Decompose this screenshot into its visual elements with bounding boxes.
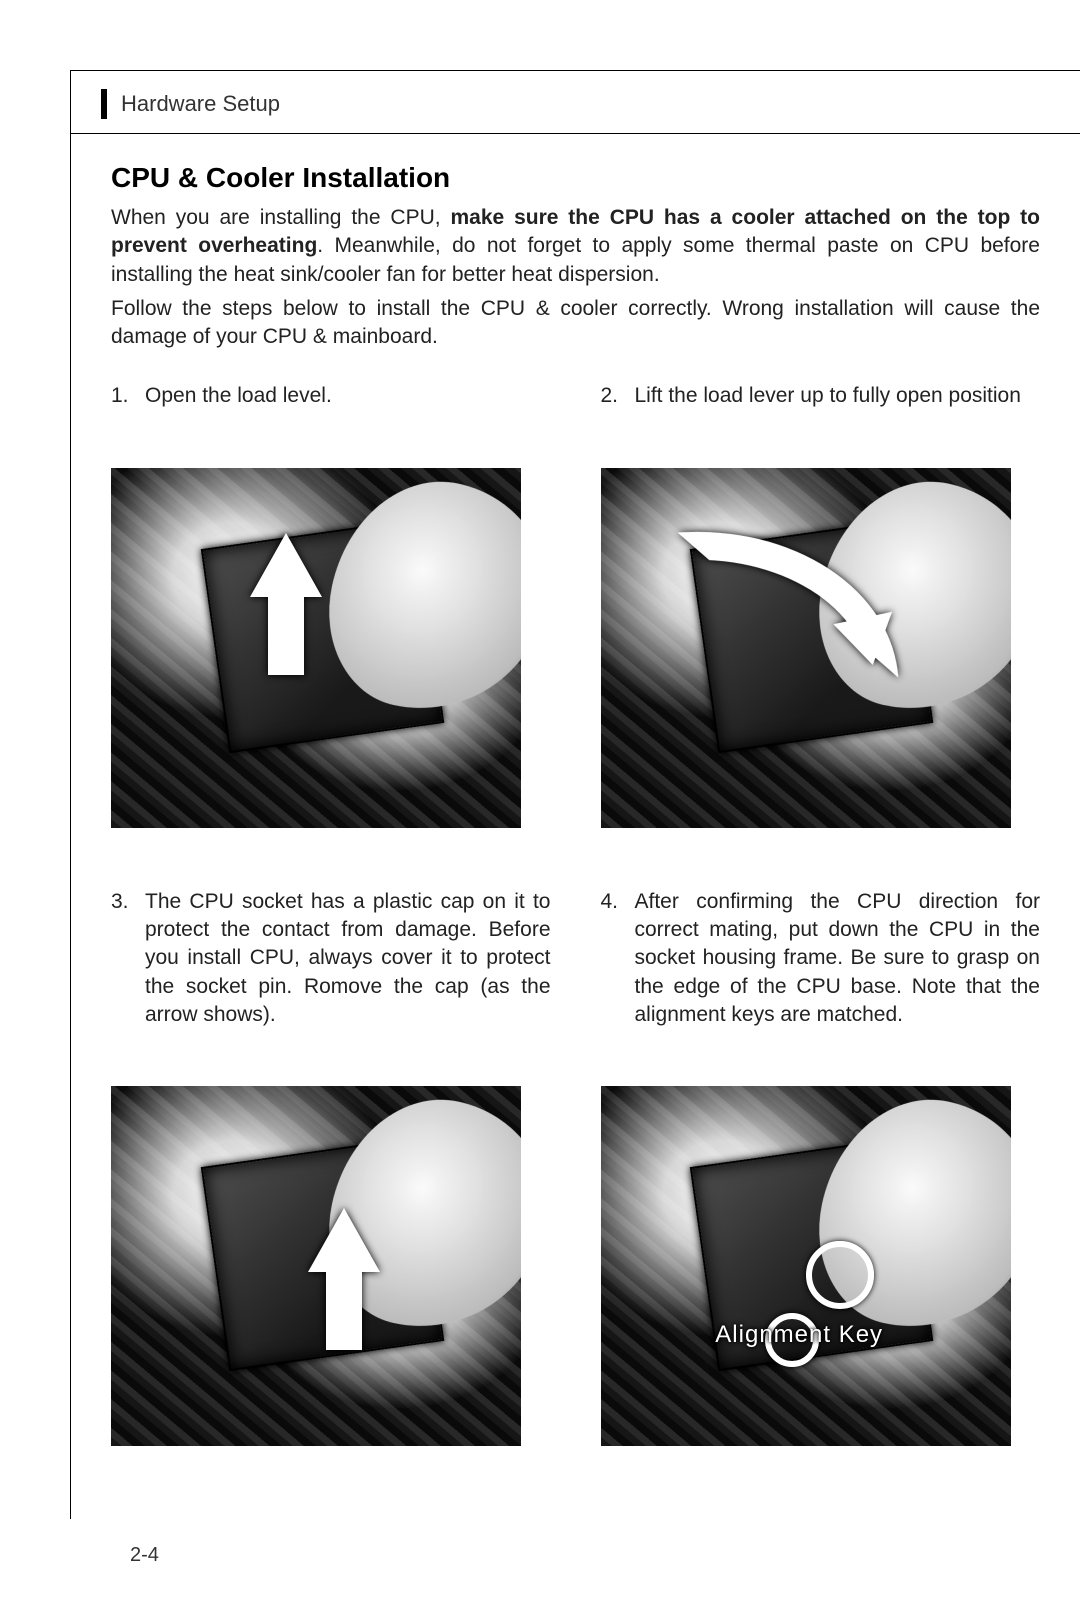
- page-number: 2-4: [130, 1544, 159, 1567]
- step-4: 4. After confirming the CPU direction fo…: [601, 888, 1041, 1446]
- header-bar: Hardware Setup: [71, 71, 1080, 134]
- step-3-body: The CPU socket has a plastic cap on it t…: [145, 888, 551, 1058]
- hand-graphic: [800, 1086, 1010, 1350]
- step-4-text: 4. After confirming the CPU direction fo…: [601, 888, 1041, 1058]
- step-3: 3. The CPU socket has a plastic cap on i…: [111, 888, 551, 1446]
- step-3-image: [111, 1086, 521, 1446]
- alignment-key-circle-1: [806, 1241, 874, 1309]
- arrow-up-icon: [308, 1208, 380, 1272]
- step-1-image: [111, 468, 521, 828]
- step-4-image: Alignment Key: [601, 1086, 1011, 1446]
- page-frame: Hardware Setup CPU & Cooler Installation…: [70, 70, 1080, 1519]
- step-3-number: 3.: [111, 888, 145, 1058]
- intro-paragraph-1: When you are installing the CPU, make su…: [111, 204, 1040, 289]
- page-title: CPU & Cooler Installation: [111, 162, 1040, 194]
- step-3-text: 3. The CPU socket has a plastic cap on i…: [111, 888, 551, 1058]
- header-section-title: Hardware Setup: [121, 91, 280, 117]
- steps-grid: 1. Open the load level. 2. Lift the load…: [111, 382, 1040, 1446]
- page-content: CPU & Cooler Installation When you are i…: [71, 134, 1080, 1446]
- step-2-number: 2.: [601, 382, 635, 440]
- step-2-text: 2. Lift the load lever up to fully open …: [601, 382, 1041, 440]
- step-1: 1. Open the load level.: [111, 382, 551, 828]
- intro-pre: When you are installing the CPU,: [111, 206, 450, 229]
- intro-paragraph-2: Follow the steps below to install the CP…: [111, 295, 1040, 352]
- step-2: 2. Lift the load lever up to fully open …: [601, 382, 1041, 828]
- step-1-number: 1.: [111, 382, 145, 440]
- step-1-body: Open the load level.: [145, 382, 551, 440]
- header-accent-mark: [101, 89, 107, 119]
- step-4-number: 4.: [601, 888, 635, 1058]
- arrow-up-icon: [250, 533, 322, 597]
- step-4-body: After confirming the CPU direction for c…: [635, 888, 1041, 1058]
- step-2-body: Lift the load lever up to fully open pos…: [635, 382, 1041, 440]
- step-1-text: 1. Open the load level.: [111, 382, 551, 440]
- step-2-image: [601, 468, 1011, 828]
- alignment-key-label: Alignment Key: [715, 1321, 883, 1349]
- hand-graphic: [311, 468, 521, 732]
